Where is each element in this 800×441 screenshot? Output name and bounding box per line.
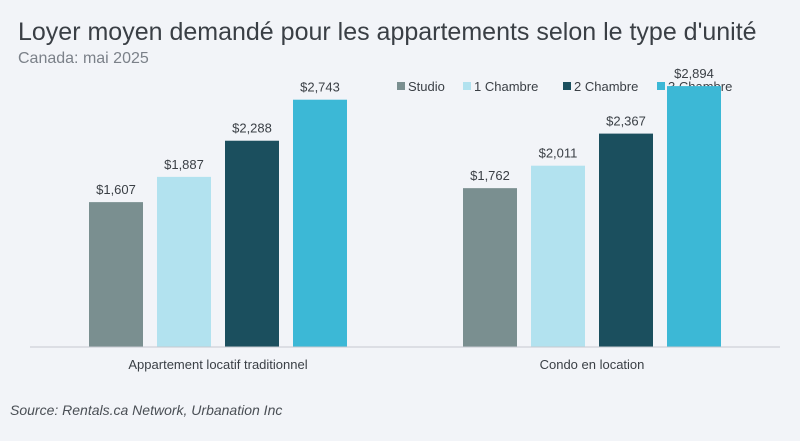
legend-label-0: Studio xyxy=(408,79,445,94)
bar-0-3 xyxy=(293,99,347,347)
legend-swatch-1 xyxy=(463,82,471,90)
source-note: Source: Rentals.ca Network, Urbanation I… xyxy=(10,402,283,418)
legend-swatch-2 xyxy=(563,82,571,90)
data-label-1-2: $2,367 xyxy=(606,114,646,129)
data-label-0-3: $2,743 xyxy=(300,80,340,95)
legend-swatch-0 xyxy=(397,82,405,90)
chart-title: Loyer moyen demandé pour les appartement… xyxy=(18,18,757,46)
data-label-0-0: $1,607 xyxy=(96,182,136,197)
data-label-1-3: $2,894 xyxy=(674,66,714,81)
bar-0-2 xyxy=(225,140,279,347)
data-label-0-2: $2,288 xyxy=(232,121,272,136)
legend-label-1: 1 Chambre xyxy=(474,79,538,94)
data-label-1-0: $1,762 xyxy=(470,168,510,183)
legend-swatch-3 xyxy=(657,82,665,90)
data-label-0-1: $1,887 xyxy=(164,157,204,172)
bars: $1,607 $1,887 $2,288 $2,743 $1,762 $2,011 $2,3… xyxy=(89,66,721,347)
legend-label-2: 2 Chambre xyxy=(574,79,638,94)
bar-0-0 xyxy=(89,202,143,347)
bar-1-2 xyxy=(599,133,653,347)
x-tick-label-0: Appartement locatif traditionnel xyxy=(128,357,307,372)
x-axis-labels: Appartement locatif traditionnel Condo en… xyxy=(128,357,644,372)
bar-1-3 xyxy=(667,86,721,347)
bar-1-0 xyxy=(463,188,517,347)
bar-0-1 xyxy=(157,176,211,347)
chart-subtitle: Canada: mai 2025 xyxy=(18,50,149,67)
x-tick-label-1: Condo en location xyxy=(540,357,645,372)
bar-1-1 xyxy=(531,165,585,347)
data-label-1-1: $2,011 xyxy=(539,146,578,161)
